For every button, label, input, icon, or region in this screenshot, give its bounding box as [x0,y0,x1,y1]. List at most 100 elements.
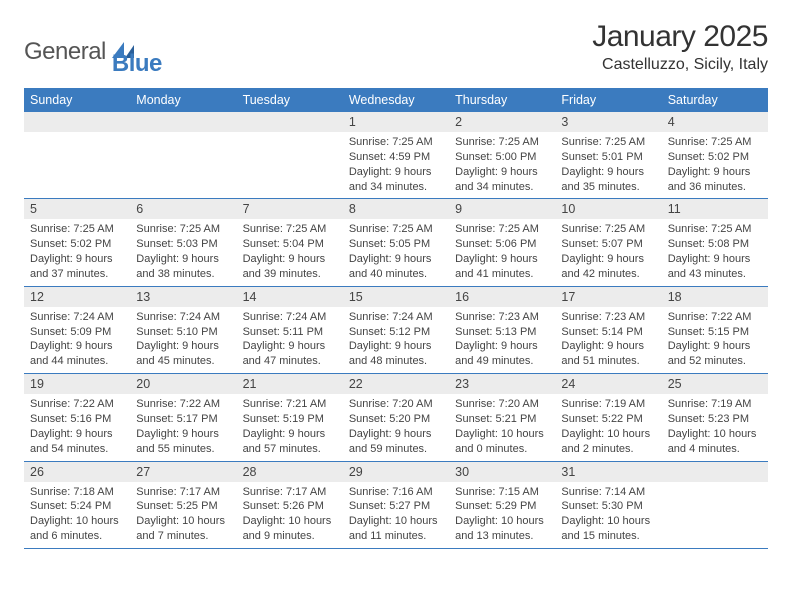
calendar-day-cell: 14Sunrise: 7:24 AMSunset: 5:11 PMDayligh… [237,286,343,373]
weekday-header-row: Sunday Monday Tuesday Wednesday Thursday… [24,89,768,112]
calendar-day-cell: 5Sunrise: 7:25 AMSunset: 5:02 PMDaylight… [24,199,130,286]
calendar-day-cell: 30Sunrise: 7:15 AMSunset: 5:29 PMDayligh… [449,461,555,548]
day-number: 20 [130,374,236,394]
logo-text-a: General [24,38,106,66]
day-details: Sunrise: 7:16 AMSunset: 5:27 PMDaylight:… [343,482,449,548]
calendar-week-row: 5Sunrise: 7:25 AMSunset: 5:02 PMDaylight… [24,199,768,286]
day-details: Sunrise: 7:25 AMSunset: 5:00 PMDaylight:… [449,132,555,198]
calendar-week-row: 1Sunrise: 7:25 AMSunset: 4:59 PMDaylight… [24,112,768,199]
weekday-header: Tuesday [237,89,343,112]
day-number: 29 [343,462,449,482]
day-details: Sunrise: 7:20 AMSunset: 5:20 PMDaylight:… [343,394,449,460]
calendar-day-cell [24,112,130,199]
day-details: Sunrise: 7:25 AMSunset: 5:05 PMDaylight:… [343,219,449,285]
calendar-day-cell: 8Sunrise: 7:25 AMSunset: 5:05 PMDaylight… [343,199,449,286]
day-number: 9 [449,199,555,219]
day-details: Sunrise: 7:25 AMSunset: 5:01 PMDaylight:… [555,132,661,198]
calendar-body: 1Sunrise: 7:25 AMSunset: 4:59 PMDaylight… [24,112,768,549]
day-details: Sunrise: 7:17 AMSunset: 5:26 PMDaylight:… [237,482,343,548]
calendar-day-cell: 13Sunrise: 7:24 AMSunset: 5:10 PMDayligh… [130,286,236,373]
day-number: 23 [449,374,555,394]
day-details: Sunrise: 7:24 AMSunset: 5:11 PMDaylight:… [237,307,343,373]
weekday-header: Friday [555,89,661,112]
day-number: 14 [237,287,343,307]
calendar-day-cell: 25Sunrise: 7:19 AMSunset: 5:23 PMDayligh… [662,374,768,461]
day-details: Sunrise: 7:24 AMSunset: 5:12 PMDaylight:… [343,307,449,373]
day-number: 8 [343,199,449,219]
day-number: 7 [237,199,343,219]
day-number: 19 [24,374,130,394]
day-details: Sunrise: 7:22 AMSunset: 5:17 PMDaylight:… [130,394,236,460]
calendar-week-row: 26Sunrise: 7:18 AMSunset: 5:24 PMDayligh… [24,461,768,548]
day-details: Sunrise: 7:15 AMSunset: 5:29 PMDaylight:… [449,482,555,548]
day-number: 30 [449,462,555,482]
day-details: Sunrise: 7:24 AMSunset: 5:09 PMDaylight:… [24,307,130,373]
weekday-header: Saturday [662,89,768,112]
day-details: Sunrise: 7:14 AMSunset: 5:30 PMDaylight:… [555,482,661,548]
weekday-header: Thursday [449,89,555,112]
calendar-day-cell: 27Sunrise: 7:17 AMSunset: 5:25 PMDayligh… [130,461,236,548]
calendar-day-cell: 23Sunrise: 7:20 AMSunset: 5:21 PMDayligh… [449,374,555,461]
calendar-day-cell: 17Sunrise: 7:23 AMSunset: 5:14 PMDayligh… [555,286,661,373]
calendar-day-cell: 26Sunrise: 7:18 AMSunset: 5:24 PMDayligh… [24,461,130,548]
day-number: 4 [662,112,768,132]
day-details: Sunrise: 7:25 AMSunset: 5:07 PMDaylight:… [555,219,661,285]
day-number: 31 [555,462,661,482]
calendar-day-cell: 2Sunrise: 7:25 AMSunset: 5:00 PMDaylight… [449,112,555,199]
day-number: 28 [237,462,343,482]
day-details: Sunrise: 7:22 AMSunset: 5:16 PMDaylight:… [24,394,130,460]
calendar-day-cell [662,461,768,548]
calendar-day-cell: 22Sunrise: 7:20 AMSunset: 5:20 PMDayligh… [343,374,449,461]
title-block: January 2025 Castelluzzo, Sicily, Italy [592,20,768,74]
month-title: January 2025 [592,20,768,54]
calendar-week-row: 19Sunrise: 7:22 AMSunset: 5:16 PMDayligh… [24,374,768,461]
day-number: 2 [449,112,555,132]
calendar-day-cell: 31Sunrise: 7:14 AMSunset: 5:30 PMDayligh… [555,461,661,548]
day-number: 5 [24,199,130,219]
logo-text-b: Blue [112,50,162,78]
day-details: Sunrise: 7:21 AMSunset: 5:19 PMDaylight:… [237,394,343,460]
day-number [130,112,236,132]
day-details: Sunrise: 7:19 AMSunset: 5:23 PMDaylight:… [662,394,768,460]
day-number: 13 [130,287,236,307]
day-number: 11 [662,199,768,219]
day-details: Sunrise: 7:23 AMSunset: 5:13 PMDaylight:… [449,307,555,373]
calendar-day-cell: 7Sunrise: 7:25 AMSunset: 5:04 PMDaylight… [237,199,343,286]
day-number [24,112,130,132]
calendar-day-cell [237,112,343,199]
day-number: 21 [237,374,343,394]
calendar-day-cell: 29Sunrise: 7:16 AMSunset: 5:27 PMDayligh… [343,461,449,548]
weekday-header: Wednesday [343,89,449,112]
day-number [662,462,768,482]
calendar-day-cell: 10Sunrise: 7:25 AMSunset: 5:07 PMDayligh… [555,199,661,286]
day-number: 24 [555,374,661,394]
calendar-day-cell: 20Sunrise: 7:22 AMSunset: 5:17 PMDayligh… [130,374,236,461]
weekday-header: Monday [130,89,236,112]
day-number: 12 [24,287,130,307]
calendar-day-cell: 3Sunrise: 7:25 AMSunset: 5:01 PMDaylight… [555,112,661,199]
calendar-day-cell: 15Sunrise: 7:24 AMSunset: 5:12 PMDayligh… [343,286,449,373]
calendar-week-row: 12Sunrise: 7:24 AMSunset: 5:09 PMDayligh… [24,286,768,373]
day-number [237,112,343,132]
header: General Blue January 2025 Castelluzzo, S… [24,20,768,78]
calendar-day-cell: 18Sunrise: 7:22 AMSunset: 5:15 PMDayligh… [662,286,768,373]
calendar-day-cell: 28Sunrise: 7:17 AMSunset: 5:26 PMDayligh… [237,461,343,548]
day-number: 27 [130,462,236,482]
day-number: 16 [449,287,555,307]
day-number: 22 [343,374,449,394]
day-number: 6 [130,199,236,219]
calendar-day-cell: 9Sunrise: 7:25 AMSunset: 5:06 PMDaylight… [449,199,555,286]
calendar-day-cell: 11Sunrise: 7:25 AMSunset: 5:08 PMDayligh… [662,199,768,286]
day-details: Sunrise: 7:25 AMSunset: 5:06 PMDaylight:… [449,219,555,285]
calendar-day-cell: 4Sunrise: 7:25 AMSunset: 5:02 PMDaylight… [662,112,768,199]
logo: General Blue [24,26,162,78]
calendar-day-cell: 12Sunrise: 7:24 AMSunset: 5:09 PMDayligh… [24,286,130,373]
day-number: 10 [555,199,661,219]
day-number: 1 [343,112,449,132]
day-details: Sunrise: 7:25 AMSunset: 5:02 PMDaylight:… [662,132,768,198]
calendar-day-cell: 1Sunrise: 7:25 AMSunset: 4:59 PMDaylight… [343,112,449,199]
day-details: Sunrise: 7:18 AMSunset: 5:24 PMDaylight:… [24,482,130,548]
day-details: Sunrise: 7:22 AMSunset: 5:15 PMDaylight:… [662,307,768,373]
calendar-day-cell: 24Sunrise: 7:19 AMSunset: 5:22 PMDayligh… [555,374,661,461]
calendar-day-cell: 16Sunrise: 7:23 AMSunset: 5:13 PMDayligh… [449,286,555,373]
